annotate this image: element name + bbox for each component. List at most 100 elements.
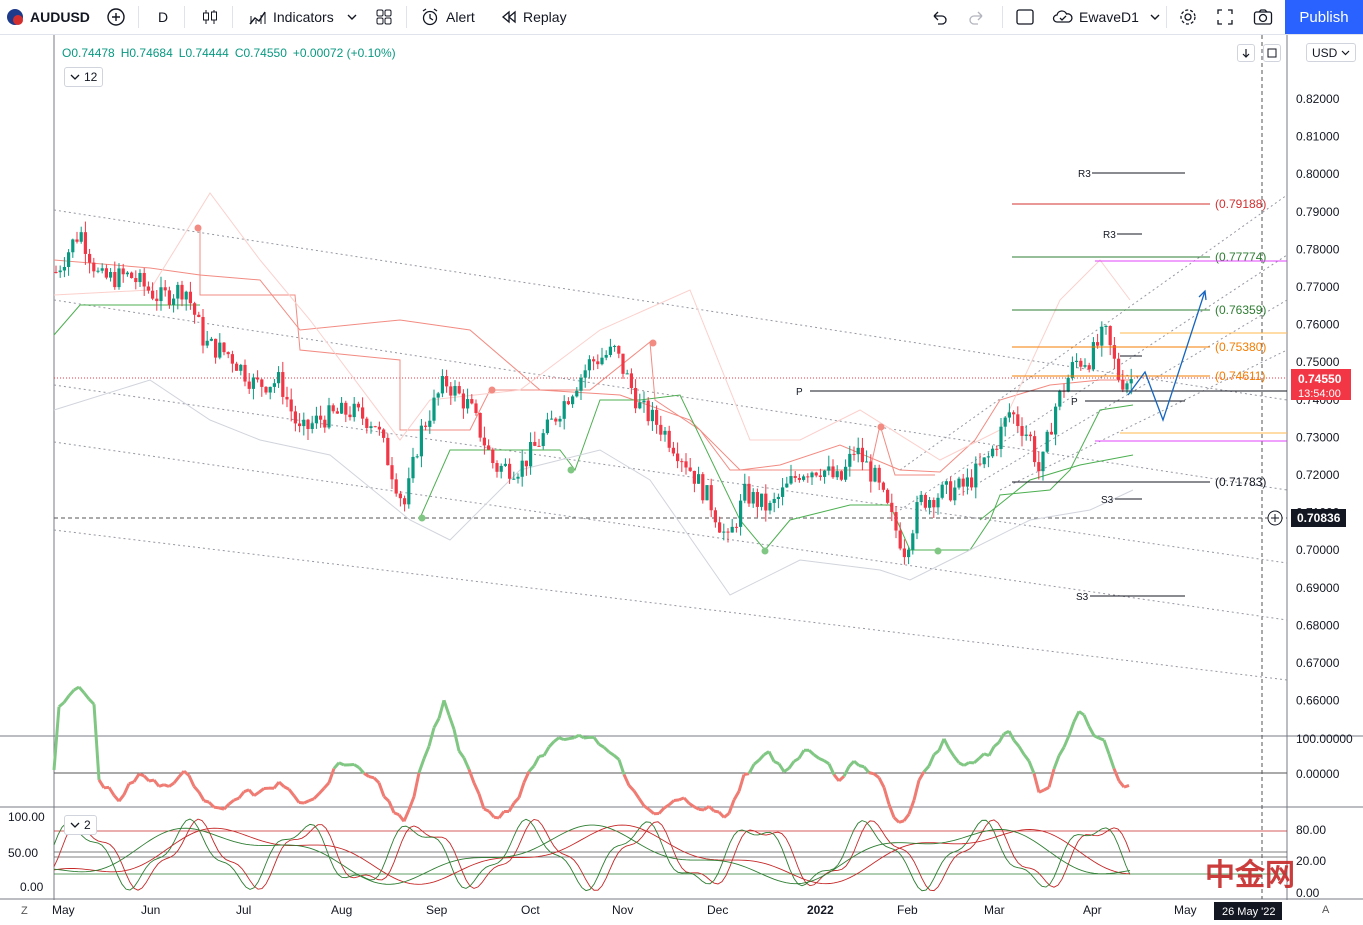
candle-body [293,411,297,424]
osc2-right-tick: 20.00 [1296,854,1326,868]
settings-button[interactable] [1178,0,1198,34]
osc1-segment [688,801,695,808]
candle-body [1003,417,1007,427]
osc1-segment [312,792,321,800]
candle-body [877,467,881,483]
osc1-segment [973,757,980,765]
interval-label: D [158,9,169,25]
osc1-segment [898,819,905,824]
osc1-segment [958,761,965,767]
candle-body [117,268,121,288]
osc1-segment [743,772,750,777]
osc1-segment [783,767,790,773]
osc1-segment [187,774,196,788]
currency-label: USD [1312,45,1338,60]
candle-body [335,411,339,414]
candle-body [466,399,470,409]
candle-body [1117,358,1121,380]
candle-body [289,399,293,412]
candle-body [810,472,814,478]
osc1-segment [203,799,210,804]
price-tick-label: 0.76000 [1296,318,1340,332]
crosshair-date-value: 26 May '22 [1222,906,1275,918]
layout-button[interactable] [1015,0,1035,34]
symbol-search[interactable]: AUDUSD [6,0,90,34]
templates-button[interactable] [374,0,394,34]
candle-body [764,493,768,511]
save-layout-button[interactable]: EwaveD1 [1052,0,1161,34]
candle-body [352,403,356,418]
time-tick-label: Mar [984,903,1005,917]
chevron-down-icon [1150,14,1160,20]
candle-body [583,370,587,378]
osc1-segment [673,798,680,803]
candle-body [67,252,71,267]
candle-body [772,498,776,503]
candle-body [1058,390,1062,407]
candle-body [965,477,969,487]
candle-body [503,463,507,466]
osc1-segment [568,736,575,741]
undo-icon [933,11,947,25]
candle-body [709,485,713,511]
interval-button[interactable]: D [158,0,168,34]
osc1-segment [447,714,456,730]
candle-body [138,272,142,283]
watermark: 中金网 [1205,858,1295,893]
candle-body [155,298,159,302]
candle-body [268,386,272,393]
candle-body [96,270,100,272]
candle-body [541,433,545,447]
candle-body [445,376,449,387]
candle-body [214,338,218,358]
candle-body [495,463,499,472]
candle-body [499,465,503,472]
osc1-segment [407,796,416,811]
osc1-segment [757,753,766,762]
pivot-label: P [1071,397,1078,408]
osc1-segment [338,761,345,767]
alert-button[interactable]: Alert [420,0,475,34]
price-tick-label: 0.69000 [1296,581,1340,595]
scroll-down-button[interactable] [1237,44,1255,62]
candle-body [1012,412,1016,415]
maximize-pane-button[interactable] [1263,44,1281,62]
fullscreen-button[interactable] [1216,0,1234,34]
osc1-segment [777,762,786,773]
redo-button[interactable] [968,0,986,34]
price-tick-label: 0.78000 [1296,242,1340,256]
indicators-collapse-toggle[interactable]: 12 [64,67,104,87]
candle-body [109,271,113,278]
osc1-segment [197,791,206,802]
candle-body [411,456,415,479]
osc1-segment [663,803,670,810]
replay-button[interactable]: Replay [500,0,567,34]
horizontal-levels: (0.79188) (0.77774) (0.76359) (0.75380) (0.7… [796,169,1287,603]
osc1-segment [168,781,175,788]
compare-button[interactable] [106,0,126,34]
candle-body [844,466,848,480]
snapshot-button[interactable] [1253,0,1273,34]
indicators-button[interactable]: Indicators [248,0,358,34]
flag-icon [7,9,23,25]
osc1-segment [532,755,541,767]
candle-body [172,298,176,305]
osc2-left-tick: 50.00 [8,846,38,860]
currency-selector[interactable]: USD [1306,43,1357,62]
candle-body [394,479,398,494]
candle-body [432,397,436,421]
undo-button[interactable] [930,0,948,34]
chart-type-button[interactable] [200,0,220,34]
publish-button[interactable]: Publish [1285,0,1363,34]
osc-collapse-toggle[interactable]: 2 [64,815,97,835]
window-icon [1267,48,1277,58]
layout-name: EwaveD1 [1079,9,1139,25]
osc1-segment [538,754,545,758]
osc1-segment [512,796,521,805]
time-tick-label: May [1174,903,1197,917]
osc1-segment [357,766,366,775]
osc1-segment [563,737,570,742]
chevron-down-icon [70,74,80,80]
osc1-segment [937,738,946,752]
